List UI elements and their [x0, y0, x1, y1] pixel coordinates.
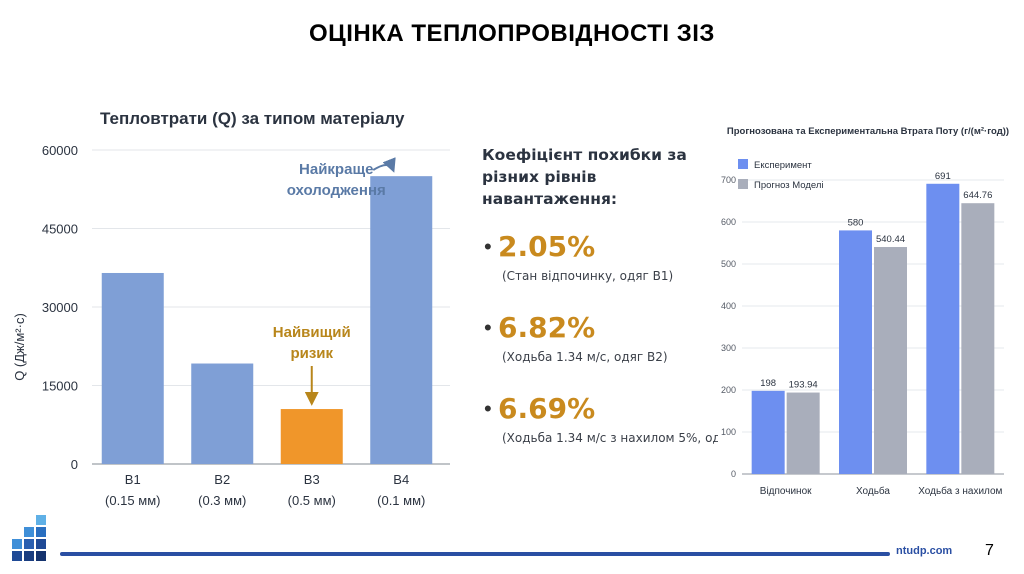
error-value: 6.82%: [498, 311, 596, 344]
heat-loss-x-sublabel: (0.3 мм): [198, 493, 246, 508]
sweat-loss-y-tick-label: 400: [721, 301, 736, 311]
heat-loss-bar: [191, 363, 254, 464]
sweat-loss-x-tick-label: Відпочинок: [760, 486, 812, 497]
bullet-icon: •: [484, 314, 492, 340]
sweat-loss-bar: [839, 230, 872, 474]
sweat-loss-y-tick-label: 300: [721, 343, 736, 353]
error-heading: Коефіцієнт похибки за різних рівнів нава…: [482, 146, 687, 208]
sweat-loss-bar: [874, 247, 907, 474]
sweat-loss-y-tick-label: 500: [721, 259, 736, 269]
sweat-loss-y-tick-label: 200: [721, 385, 736, 395]
heat-loss-x-tick-label: B4: [393, 472, 409, 487]
sweat-loss-data-label: 540.44: [876, 234, 905, 245]
sweat-loss-bar: [926, 183, 960, 474]
footer-site[interactable]: ntudp.com: [896, 545, 953, 557]
heat-loss-bar: [370, 176, 433, 464]
error-item: • 6.82%: [484, 311, 710, 344]
heat-loss-y-axis-label: Q (Дж/м²·с): [12, 313, 27, 381]
error-item: • 6.69%: [484, 392, 710, 425]
heat-loss-bar: [280, 409, 343, 464]
heat-loss-y-tick-label: 15000: [42, 379, 78, 394]
error-value: 2.05%: [498, 230, 596, 263]
error-note: (Ходьба 1.34 м/с, одяг B2): [502, 350, 668, 364]
heat-loss-chart: Тепловтрати (Q) за типом матеріалу Q (Дж…: [10, 92, 460, 522]
heat-loss-chart-svg: Тепловтрати (Q) за типом матеріалу Q (Дж…: [12, 109, 450, 508]
error-coefficients-panel: Коефіцієнт похибки за різних рівнів нава…: [470, 130, 759, 510]
page-number: 7: [985, 542, 994, 559]
heat-loss-y-tick-label: 30000: [42, 300, 78, 315]
heat-loss-x-sublabel: (0.1 мм): [377, 493, 425, 508]
logo: [12, 515, 56, 563]
heat-loss-x-tick-label: B1: [125, 472, 141, 487]
best-cooling-label-line: охолодження: [287, 182, 386, 199]
heat-loss-y-tick-label: 60000: [42, 143, 78, 158]
sweat-loss-chart-title: Прогнозована та Експериментальна Втрата …: [727, 126, 1009, 137]
heat-loss-x-sublabel: (0.15 мм): [105, 493, 160, 508]
sweat-loss-x-tick-label: Ходьба з нахилом: [918, 485, 1002, 497]
sweat-loss-chart-svg: Прогнозована та Експериментальна Втрата …: [721, 126, 1009, 497]
sweat-loss-legend-label: Експеримент: [754, 160, 812, 171]
sweat-loss-legend-swatch: [738, 159, 748, 169]
heat-loss-x-tick-label: B2: [214, 472, 230, 487]
sweat-loss-bar: [961, 203, 995, 474]
error-item: • 2.05%: [484, 230, 710, 263]
bullet-icon: •: [484, 233, 492, 259]
footer-divider: [60, 552, 890, 556]
heat-loss-y-tick-label: 45000: [42, 222, 78, 237]
heat-loss-x-sublabel: (0.5 мм): [288, 493, 336, 508]
sweat-loss-data-label: 691: [935, 171, 951, 182]
highest-risk-label-line: ризик: [290, 345, 333, 362]
sweat-loss-data-label: 193.94: [789, 380, 818, 391]
heat-loss-bar: [101, 272, 164, 464]
sweat-loss-data-label: 644.76: [963, 190, 992, 201]
sweat-loss-chart: Прогнозована та Експериментальна Втрата …: [718, 110, 1018, 520]
sweat-loss-data-label: 198: [760, 378, 776, 389]
best-cooling-label-line: Найкраще: [299, 161, 373, 178]
slide-title: ОЦІНКА ТЕПЛОПРОВІДНОСТІ ЗІЗ: [309, 20, 715, 47]
sweat-loss-y-tick-label: 600: [721, 217, 736, 227]
sweat-loss-bar: [751, 390, 785, 474]
sweat-loss-legend-swatch: [738, 179, 748, 189]
heat-loss-y-tick-label: 0: [71, 457, 78, 472]
heat-loss-x-tick-label: B3: [304, 472, 320, 487]
sweat-loss-y-tick-label: 0: [731, 469, 736, 479]
bullet-icon: •: [484, 395, 492, 421]
sweat-loss-x-tick-label: Ходьба: [856, 485, 890, 497]
sweat-loss-y-tick-label: 100: [721, 427, 736, 437]
error-note: (Ходьба 1.34 м/с з нахилом 5%, одяг B3): [502, 431, 759, 445]
best-cooling-arrow-icon: [372, 157, 396, 173]
sweat-loss-legend-label: Прогноз Моделі: [754, 180, 824, 191]
sweat-loss-bar: [786, 392, 820, 474]
highest-risk-label-line: Найвищий: [273, 324, 351, 341]
error-value: 6.69%: [498, 392, 596, 425]
error-note: (Стан відпочинку, одяг B1): [502, 269, 674, 283]
heat-loss-chart-title: Тепловтрати (Q) за типом матеріалу: [100, 109, 405, 128]
sweat-loss-y-tick-label: 700: [721, 175, 736, 185]
sweat-loss-data-label: 580: [848, 217, 864, 228]
